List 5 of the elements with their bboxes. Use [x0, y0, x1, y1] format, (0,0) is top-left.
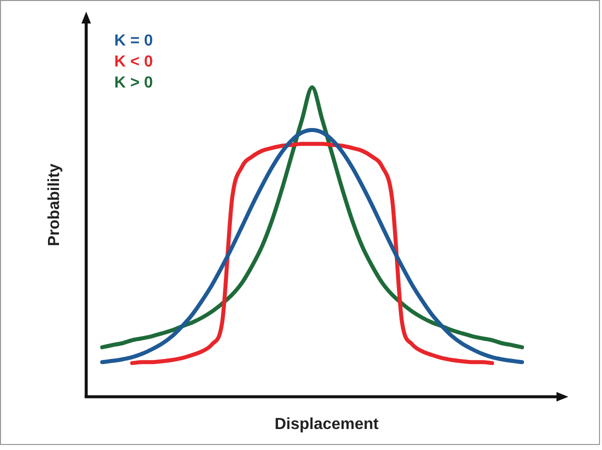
- y-axis-title: Probability: [46, 163, 64, 246]
- text: K > 0: [114, 74, 153, 92]
- text: K = 0: [114, 32, 153, 50]
- x-axis-title: Displacement: [274, 416, 380, 433]
- text: K < 0: [114, 53, 153, 70]
